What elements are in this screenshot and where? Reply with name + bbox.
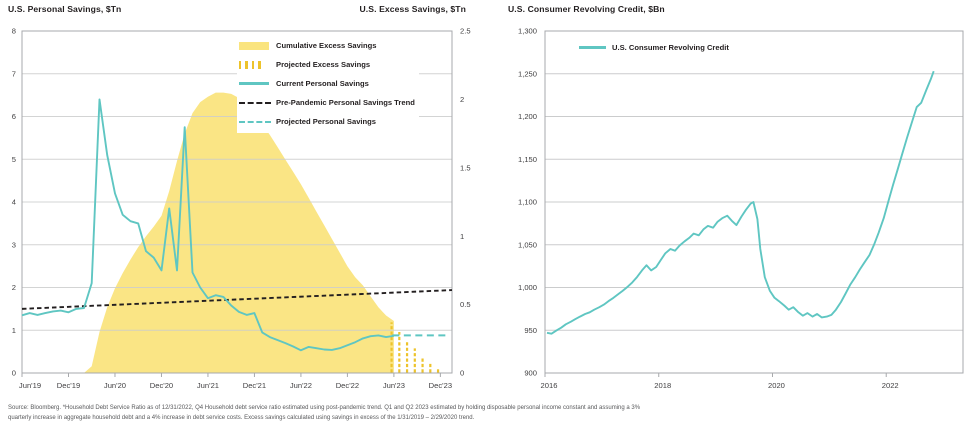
right-y-axis-label: 2 xyxy=(460,95,464,104)
x-axis-label: Dec'19 xyxy=(57,381,80,390)
x-axis-label: 2016 xyxy=(541,381,558,390)
plot-border xyxy=(544,30,964,374)
x-axis-label: Dec'21 xyxy=(243,381,266,390)
left-y-axis-label: 6 xyxy=(12,112,16,121)
right-y-axis-label: 0.5 xyxy=(460,300,471,309)
x-axis-label: 2018 xyxy=(654,381,671,390)
y-axis-label: 900 xyxy=(524,369,537,378)
legend-item-projected-personal-savings: Projected Personal Savings xyxy=(239,112,415,131)
left-y-axis-label: 4 xyxy=(12,198,16,207)
personal-savings-chart: U.S. Personal Savings, $Tn U.S. Excess S… xyxy=(0,0,490,400)
pre-pandemic-trend-line xyxy=(21,289,453,310)
left-y-axis-label: 7 xyxy=(12,69,16,78)
x-axis-label: Jun'20 xyxy=(104,381,126,390)
y-axis-label: 950 xyxy=(524,326,537,335)
legend-label: Current Personal Savings xyxy=(276,79,369,88)
legend-label: Pre-Pandemic Personal Savings Trend xyxy=(276,98,415,107)
x-axis-label: Dec'23 xyxy=(429,381,452,390)
left-y-axis-label: 0 xyxy=(12,369,16,378)
revolving-credit-legend-label: U.S. Consumer Revolving Credit xyxy=(612,43,729,52)
legend-swatch-dash-black xyxy=(239,101,271,104)
right-chart-title: U.S. Consumer Revolving Credit, $Bn xyxy=(508,4,665,14)
legend-swatch-line xyxy=(239,82,271,85)
y-axis-label: 1,100 xyxy=(518,198,537,207)
x-axis-label: 2022 xyxy=(882,381,899,390)
personal-savings-plot: 0 1 2 3 4 5 6 7 8 0 0.5 1 1.5 2 2.5 Jun'19 Dec'19 Jun'20 D… xyxy=(12,27,471,390)
right-y-axis-label: 0 xyxy=(460,369,464,378)
x-axis-label: Jun'21 xyxy=(197,381,219,390)
legend-swatch-dash-teal xyxy=(239,120,271,123)
right-axis-title: U.S. Excess Savings, $Tn xyxy=(359,4,466,14)
left-y-axis-label: 3 xyxy=(12,240,16,249)
y-axis-label: 1,000 xyxy=(518,283,537,292)
y-axis-label: 1,150 xyxy=(518,155,537,164)
legend-item-projected-excess-savings: Projected Excess Savings xyxy=(239,55,415,74)
current-personal-savings-line xyxy=(21,98,395,352)
y-axis-label: 1,300 xyxy=(518,27,537,36)
y-axis-label: 1,250 xyxy=(518,69,537,78)
consumer-revolving-credit-line xyxy=(546,70,935,335)
x-axis-label: Dec'20 xyxy=(150,381,173,390)
left-y-axis-label: 5 xyxy=(12,155,16,164)
left-y-axis-label: 2 xyxy=(12,283,16,292)
source-footnote: Source: Bloomberg. *Household Debt Servi… xyxy=(8,405,641,421)
legend-label: Projected Excess Savings xyxy=(276,60,371,69)
x-axis-label: Jun'19 xyxy=(19,381,41,390)
revolving-credit-line-swatch xyxy=(579,46,606,49)
right-chart-legend: U.S. Consumer Revolving Credit xyxy=(575,41,733,54)
cumulative-excess-savings-area xyxy=(83,92,394,373)
x-axis-label: Dec'22 xyxy=(336,381,359,390)
right-y-axis-label: 2.5 xyxy=(460,27,471,36)
y-axis-label: 1,050 xyxy=(518,240,537,249)
left-y-axis-label: 1 xyxy=(12,326,16,335)
left-axis-title: U.S. Personal Savings, $Tn xyxy=(8,4,122,14)
x-axis-label: Jun'22 xyxy=(290,381,312,390)
right-y-axis-label: 1.5 xyxy=(460,163,471,172)
revolving-credit-chart: U.S. Consumer Revolving Credit, $Bn 900 9… xyxy=(490,0,971,400)
x-axis-label: Jun'23 xyxy=(383,381,405,390)
legend-label: Projected Personal Savings xyxy=(276,117,377,126)
y-axis-label: 1,200 xyxy=(518,112,537,121)
legend-swatch-bars xyxy=(239,60,271,69)
legend-label: Cumulative Excess Savings xyxy=(276,41,377,50)
left-chart-legend: Cumulative Excess Savings Projected Exces… xyxy=(237,34,419,133)
revolving-credit-plot: 900 950 1,000 1,050 1,100 1,150 1,200 1,250 1,30… xyxy=(518,27,964,390)
right-y-axis-label: 1 xyxy=(460,232,464,241)
legend-item-pre-pandemic-personal-savings-trend: Pre-Pandemic Personal Savings Trend xyxy=(239,93,415,112)
legend-swatch-area xyxy=(239,41,271,50)
x-axis-label: 2020 xyxy=(768,381,785,390)
legend-item-current-personal-savings: Current Personal Savings xyxy=(239,74,415,93)
legend-item-cumulative-excess-savings: Cumulative Excess Savings xyxy=(239,36,415,55)
left-y-axis-label: 8 xyxy=(12,27,16,36)
plot-border xyxy=(21,30,453,374)
